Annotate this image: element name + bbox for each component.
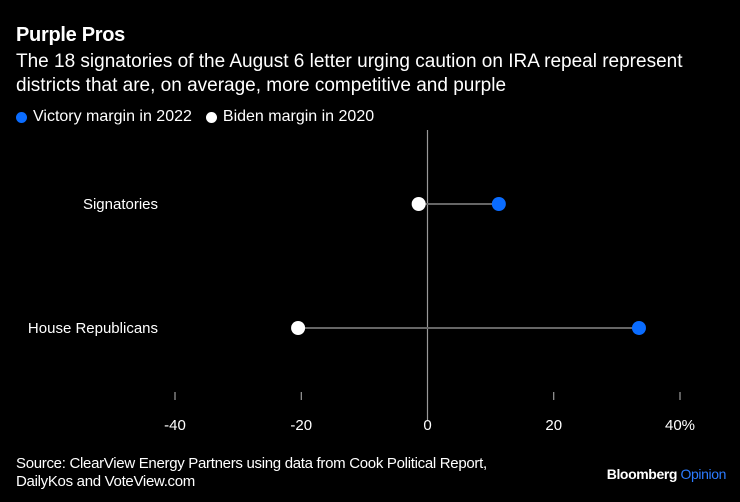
- category-label: Signatories: [83, 196, 158, 213]
- legend-item-biden: Biden margin in 2020: [205, 108, 375, 126]
- legend: Victory margin in 2022 Biden margin in 2…: [16, 108, 388, 126]
- victory-margin-dot: [631, 321, 646, 335]
- x-tick-label: -40: [164, 417, 186, 434]
- x-tick-label: 0: [423, 417, 431, 434]
- legend-item-victory: Victory margin in 2022: [16, 108, 192, 126]
- legend-dot-biden: [205, 111, 217, 123]
- x-tick-label: 20: [545, 417, 562, 434]
- brand-name: Bloomberg: [606, 466, 678, 482]
- brand-suffix: Opinion: [680, 466, 727, 482]
- chart-subtitle: The 18 signatories of the August 6 lette…: [16, 51, 683, 96]
- biden-margin-dot: [291, 321, 306, 335]
- chart-title: Purple Pros: [16, 24, 125, 46]
- legend-label-victory: Victory margin in 2022: [33, 108, 192, 125]
- x-tick-label: 40%: [665, 417, 695, 434]
- biden-margin-dot: [411, 197, 426, 211]
- category-label: House Republicans: [28, 320, 158, 337]
- legend-label-biden: Biden margin in 2020: [222, 108, 375, 125]
- legend-dot-victory: [16, 111, 27, 123]
- chart-plot: -40 -20 0 20 40% Signatories House Republicans: [28, 130, 695, 434]
- victory-margin-dot: [491, 197, 506, 211]
- source-note: Source: ClearView Energy Partners using …: [16, 455, 487, 490]
- brand-logo: Bloomberg Opinion: [606, 466, 727, 482]
- x-tick-label: -20: [290, 417, 312, 434]
